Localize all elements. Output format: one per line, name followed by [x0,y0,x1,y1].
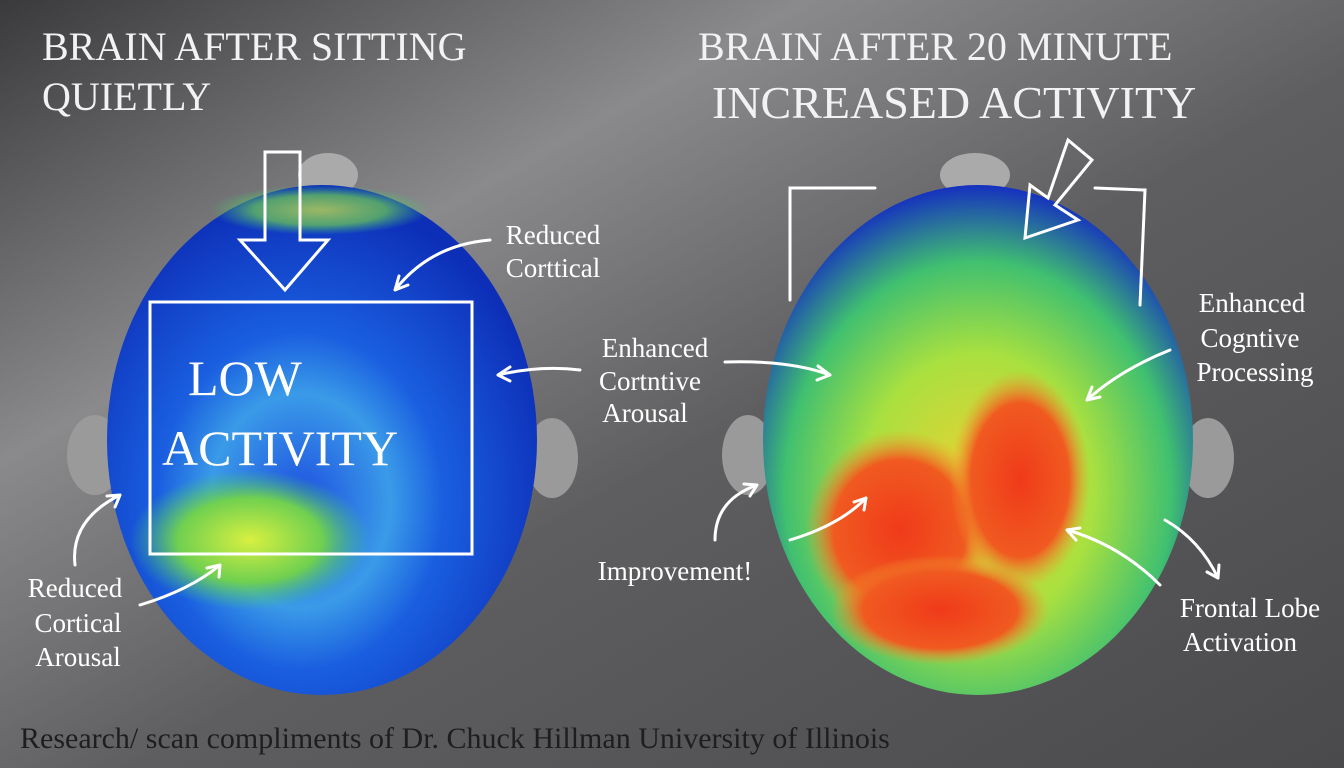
overlay-label: LOW [188,350,303,406]
annotation: Enhanced [602,333,709,363]
annotation: Processing [1197,357,1314,387]
annotation: Cogntive [1201,323,1300,353]
right-title: INCREASED ACTIVITY [712,77,1196,128]
annotation: Cortntive [599,366,701,396]
annotation: Activation [1183,627,1297,657]
annotation: Arousal [602,398,687,428]
annotation: Arousal [35,642,120,672]
sketch-annotations [73,137,1221,607]
annotation: Reduced [28,573,123,603]
brain-scan-right [722,153,1234,695]
overlay-label: ACTIVITY [162,420,398,476]
annotation: Enhanced [1199,288,1306,318]
annotation: Corttical [506,253,600,283]
left-title: QUIETLY [42,74,211,119]
annotation: Improvement! [598,556,752,586]
annotation: Reduced [506,220,601,250]
left-title: BRAIN AFTER SITTING [42,24,466,69]
right-title: BRAIN AFTER 20 MINUTE [698,24,1172,69]
annotation: Cortical [35,608,122,638]
footer-credit: Research/ scan compliments of Dr. Chuck … [20,722,890,755]
annotation: Frontal Lobe [1180,593,1320,623]
